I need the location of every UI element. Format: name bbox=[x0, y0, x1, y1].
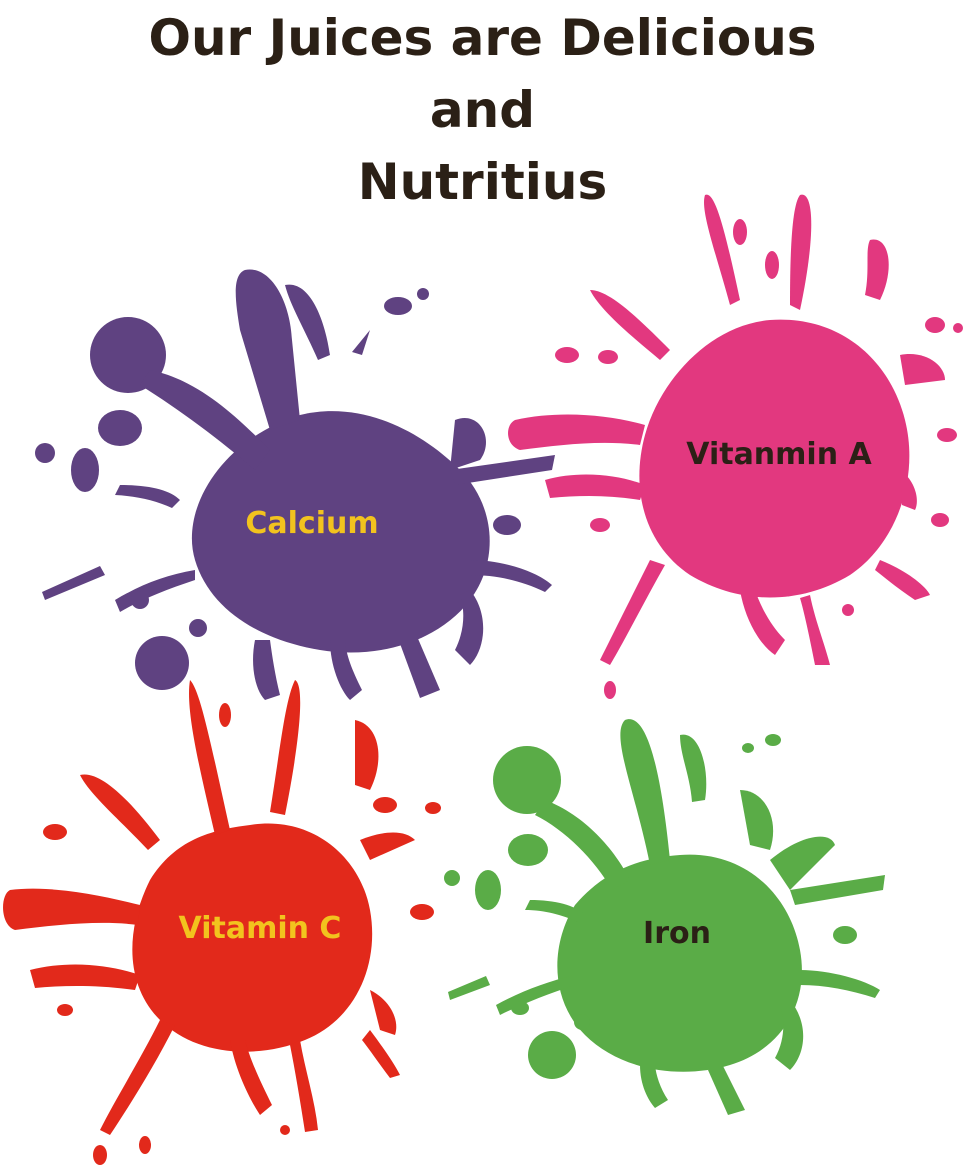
splat-vitamin-c bbox=[3, 680, 441, 1165]
title-line-3: Nutritius bbox=[357, 153, 608, 211]
title-line-2: and bbox=[429, 81, 536, 139]
splat-calcium bbox=[35, 269, 555, 700]
splat-vitamin-a bbox=[508, 194, 963, 699]
page-title: Our Juices are Delicious and Nutritius bbox=[0, 0, 965, 218]
label-calcium: Calcium bbox=[245, 506, 378, 541]
splat-iron bbox=[444, 719, 885, 1115]
label-vitamin-a: Vitanmin A bbox=[686, 437, 872, 472]
label-iron: Iron bbox=[643, 916, 711, 951]
title-line-1: Our Juices are Delicious bbox=[148, 9, 817, 67]
label-vitamin-c: Vitamin C bbox=[179, 911, 342, 946]
